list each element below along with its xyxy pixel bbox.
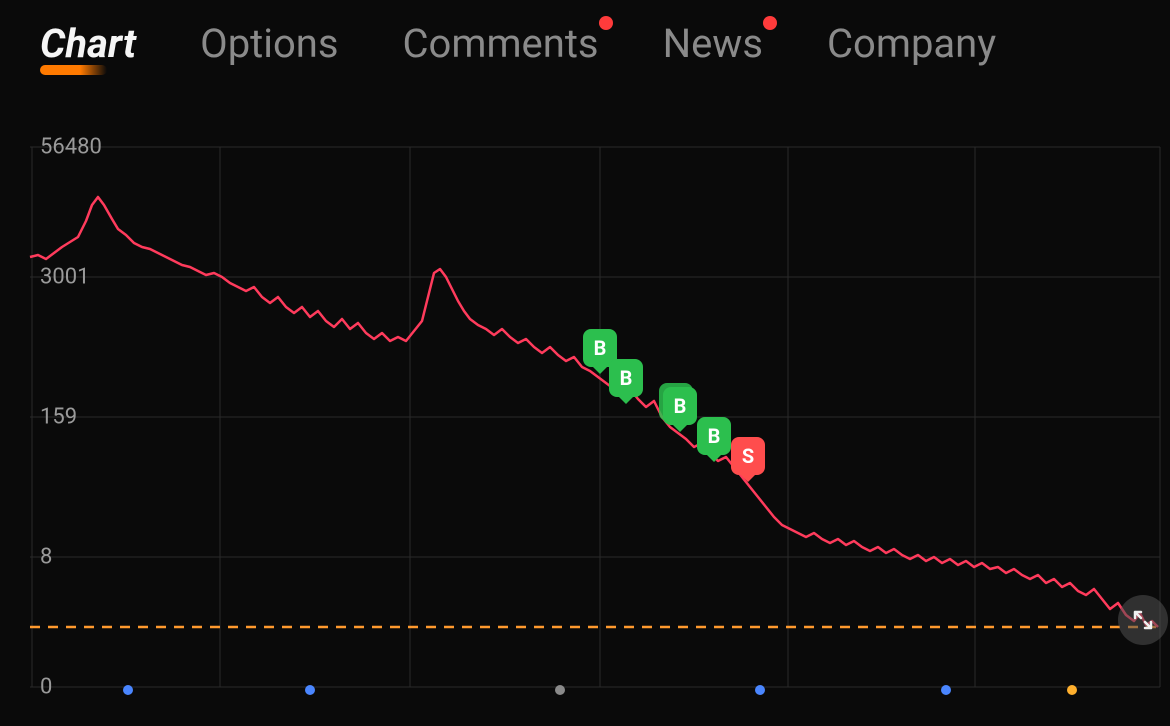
y-axis-label: 8: [40, 545, 52, 570]
timeline-event-dot[interactable]: [305, 685, 315, 695]
timeline-event-dot[interactable]: [1067, 685, 1077, 695]
chart-container: 56480300115980BBBBS: [0, 97, 1170, 697]
timeline-event-dot[interactable]: [123, 685, 133, 695]
tab-options[interactable]: Options: [200, 20, 338, 67]
expand-chart-button[interactable]: [1118, 595, 1168, 645]
tab-comments[interactable]: Comments: [403, 20, 599, 67]
buy-marker[interactable]: B: [663, 387, 697, 425]
y-axis-label: 159: [40, 405, 77, 430]
y-axis-label: 0: [40, 675, 52, 700]
tab-news[interactable]: News: [663, 20, 763, 67]
y-axis-label: 56480: [40, 135, 102, 160]
buy-marker[interactable]: B: [697, 417, 731, 455]
tab-bar: Chart Options Comments News Company: [0, 0, 1170, 97]
notification-dot: [599, 16, 613, 30]
timeline-event-dot[interactable]: [755, 685, 765, 695]
tab-company[interactable]: Company: [827, 20, 996, 67]
timeline-event-dot[interactable]: [555, 685, 565, 695]
timeline-event-dot[interactable]: [941, 685, 951, 695]
tab-chart[interactable]: Chart: [40, 20, 136, 67]
notification-dot: [763, 16, 777, 30]
buy-marker[interactable]: B: [609, 359, 643, 397]
price-chart[interactable]: [0, 97, 1170, 697]
expand-icon: [1131, 608, 1155, 632]
sell-marker[interactable]: S: [731, 437, 765, 475]
price-line: [30, 197, 1158, 627]
y-axis-label: 3001: [40, 265, 89, 290]
